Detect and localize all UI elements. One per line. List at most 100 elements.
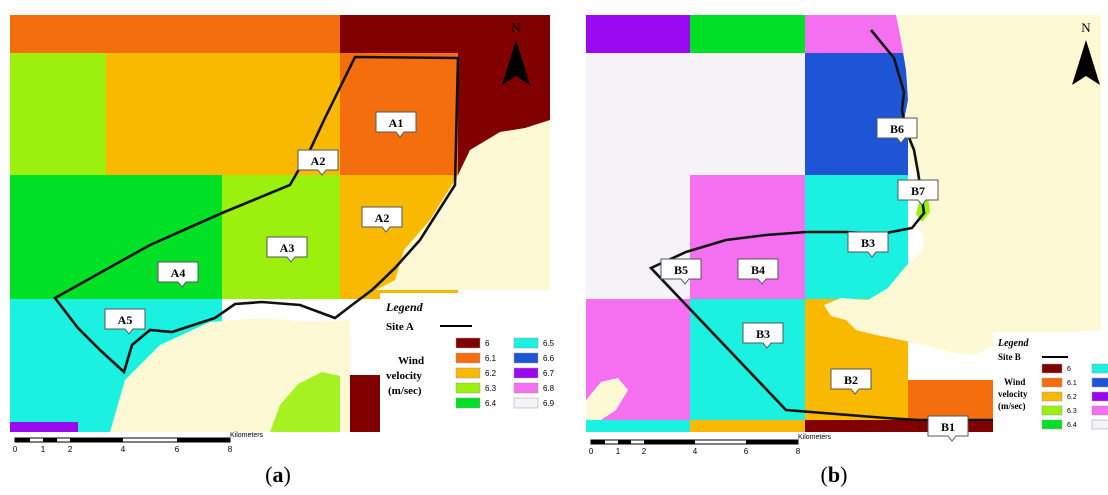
legend-swatch <box>455 367 481 379</box>
coastline-green <box>270 372 340 432</box>
land-area <box>824 15 1101 355</box>
label-b6: B6 <box>890 122 904 136</box>
grid-cell <box>805 53 908 175</box>
grid-cell <box>690 299 805 432</box>
scale-tick: 0 <box>13 445 18 454</box>
grid-cell <box>586 15 690 53</box>
grid-cell <box>690 420 805 432</box>
scale-tick: 1 <box>41 445 46 454</box>
legend-swatch <box>455 352 481 364</box>
label-b5: B5 <box>674 263 688 277</box>
site-label-callout: B4 <box>737 258 779 285</box>
land-area <box>458 120 550 290</box>
scale-tick: 2 <box>68 445 73 454</box>
label-b3-west: B3 <box>756 327 770 341</box>
legend-wind-label: (m/sec) <box>388 385 422 397</box>
legend-wind-label: velocity <box>386 370 423 382</box>
legend-value-label: 6.2 <box>485 369 497 378</box>
grid-cell <box>586 420 690 432</box>
caption-paren: ( <box>820 462 828 487</box>
legend-swatch <box>513 352 539 364</box>
caption-letter: b <box>827 462 841 487</box>
legend-value-label: 6.7 <box>543 369 555 378</box>
scale-tick: 6 <box>175 445 180 454</box>
site-label-callout: A1 <box>375 111 417 138</box>
legend-swatch <box>1091 363 1108 374</box>
label-a1: A1 <box>389 116 404 130</box>
label-b4: B4 <box>751 263 765 277</box>
legend-swatch <box>455 382 481 394</box>
map-panel-a: N A1 A2 A2 A3 A4 A5 Legend Site A Wind v… <box>10 15 555 488</box>
legend-value-label: 6.6 <box>543 354 555 363</box>
scale-tick: 4 <box>693 447 698 456</box>
caption-paren: ) <box>840 462 848 487</box>
scale-unit: Kilometers <box>230 432 264 439</box>
legend-value-label: 6.4 <box>1067 422 1077 429</box>
label-a2-south: A2 <box>375 211 390 225</box>
land-area <box>376 175 458 290</box>
map-b-canvas: N B6 B7 B3 B4 B5 B3 B2 B1 Legend Site B … <box>586 15 1108 456</box>
legend-value-label: 6.1 <box>485 354 497 363</box>
legend-swatch <box>1041 363 1063 374</box>
scale-tick: 1 <box>616 447 621 456</box>
scale-unit: Kilometers <box>798 434 832 441</box>
legend-value-label: 6 <box>485 339 490 348</box>
legend-swatch <box>455 337 481 349</box>
legend-swatch <box>1041 405 1063 416</box>
legend-swatch <box>1091 391 1108 402</box>
caption-paren: ( <box>265 462 273 487</box>
caption-b: (b) <box>814 462 854 488</box>
legend-wind-label: (m/sec) <box>998 401 1025 411</box>
legend-wind-label: velocity <box>998 389 1028 399</box>
legend-swatch <box>1091 377 1108 388</box>
north-arrow-icon <box>1072 40 1100 85</box>
site-label-callout: B3 <box>742 322 784 349</box>
scale-tick: 4 <box>121 445 126 454</box>
land-area <box>586 378 628 420</box>
legend-site-label: Site B <box>998 352 1021 362</box>
legend-value-label: 6.3 <box>1067 408 1077 415</box>
legend-swatch <box>1041 419 1063 430</box>
legend-title: Legend <box>385 300 424 314</box>
site-label-callout: A2 <box>297 149 339 176</box>
legend-value-label: 6 <box>1067 366 1071 373</box>
site-label-callout: A4 <box>157 261 199 288</box>
label-a4: A4 <box>171 266 186 280</box>
grid-cell <box>10 53 106 175</box>
legend-swatch <box>513 382 539 394</box>
scale-tick: 2 <box>642 447 647 456</box>
legend-value-label: 6.9 <box>543 399 555 408</box>
legend-swatch <box>513 367 539 379</box>
site-label-callout: B6 <box>876 117 918 144</box>
legend-value-label: 6.1 <box>1067 380 1077 387</box>
scale-bar: Kilometers 0 1 2 4 6 8 <box>589 434 832 456</box>
legend-swatch <box>1041 391 1063 402</box>
legend-swatch <box>513 337 539 349</box>
map-a-canvas: N A1 A2 A2 A3 A4 A5 Legend Site A Wind v… <box>10 15 555 454</box>
legend-swatch <box>1041 377 1063 388</box>
legend-swatch <box>1091 419 1108 430</box>
label-a2-north: A2 <box>311 154 326 168</box>
site-label-callout: B2 <box>830 368 872 395</box>
site-label-callout: B3 <box>847 231 889 258</box>
label-b1: B1 <box>941 420 955 434</box>
legend-wind-label: Wind <box>1004 377 1025 387</box>
north-label: N <box>511 20 521 35</box>
site-label-callout: B1 <box>927 415 969 442</box>
legend-wind-label: Wind <box>398 355 424 367</box>
scale-tick: 6 <box>744 447 749 456</box>
north-arrow-icon <box>502 40 530 85</box>
grid-cell <box>805 15 908 53</box>
scale-tick: 8 <box>228 445 233 454</box>
legend-value-label: 6.3 <box>485 384 497 393</box>
site-a-boundary <box>53 55 460 375</box>
caption-a: (a) <box>258 462 298 488</box>
caption-letter: a <box>272 462 284 487</box>
grid-cell <box>10 15 340 53</box>
legend-value-label: 6.5 <box>543 339 555 348</box>
north-label: N <box>1081 20 1091 35</box>
scale-tick: 8 <box>796 447 801 456</box>
label-b3-east: B3 <box>861 236 875 250</box>
legend: Legend Site A Wind velocity (m/sec) 6 6.1… <box>380 293 555 433</box>
map-panel-b: N B6 B7 B3 B4 B5 B3 B2 B1 Legend Site B … <box>556 0 1108 495</box>
